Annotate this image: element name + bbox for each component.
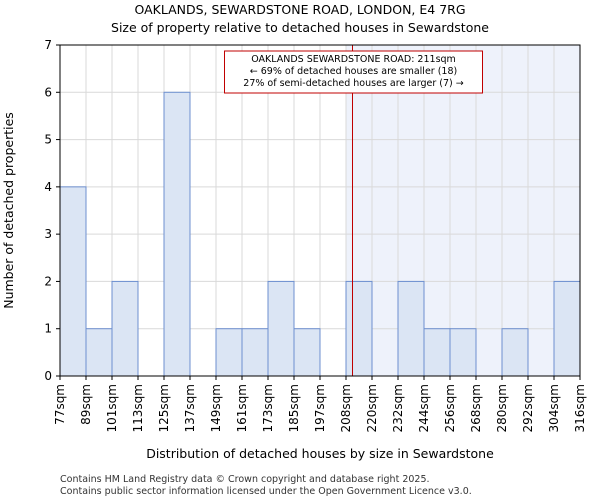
annotation-line-2: ← 69% of detached houses are smaller (18… (250, 66, 457, 77)
highlight-region (346, 45, 580, 376)
x-tick-label: 268sqm (469, 384, 483, 432)
x-axis-label: Distribution of detached houses by size … (146, 446, 494, 461)
x-tick-label: 89sqm (79, 384, 93, 425)
x-tick-label: 304sqm (547, 384, 561, 432)
chart-subtitle: Size of property relative to detached ho… (111, 20, 489, 35)
chart-title: OAKLANDS, SEWARDSTONE ROAD, LONDON, E4 7… (134, 2, 465, 17)
y-axis-ticks: 0 1 2 3 4 5 6 7 (44, 38, 60, 383)
bar-125sqm (163, 91, 191, 377)
bars (59, 91, 581, 377)
bar-232sqm (397, 280, 425, 377)
x-tick-label: 125sqm (157, 384, 171, 432)
y-tick-label: 6 (44, 85, 52, 99)
bar-244sqm (423, 328, 451, 377)
footer-line-1: Contains HM Land Registry data © Crown c… (60, 474, 430, 485)
x-tick-label: 232sqm (391, 384, 405, 432)
x-tick-label: 173sqm (261, 384, 275, 432)
bar-149sqm (215, 328, 243, 377)
bar-280sqm (501, 328, 529, 377)
bar-256sqm (449, 328, 477, 377)
x-tick-label: 113sqm (131, 384, 145, 432)
x-tick-label: 220sqm (365, 384, 379, 432)
annotation-line-3: 27% of semi-detached houses are larger (… (243, 78, 463, 89)
bar-77sqm (59, 186, 87, 377)
y-tick-label: 2 (44, 274, 52, 288)
x-tick-label: 292sqm (521, 384, 535, 432)
footer-line-2: Contains public sector information licen… (60, 486, 472, 497)
y-axis-label: Number of detached properties (1, 112, 16, 309)
y-tick-label: 0 (44, 369, 52, 383)
x-tick-label: 256sqm (443, 384, 457, 432)
y-tick-label: 4 (44, 180, 52, 194)
x-tick-label: 101sqm (105, 384, 119, 432)
x-tick-label: 316sqm (573, 384, 587, 432)
y-tick-label: 3 (44, 227, 52, 241)
x-tick-label: 149sqm (209, 384, 223, 432)
x-tick-label: 280sqm (495, 384, 509, 432)
annotation-line-1: OAKLANDS SEWARDSTONE ROAD: 211sqm (251, 54, 456, 65)
y-tick-label: 5 (44, 133, 52, 147)
x-tick-label: 137sqm (183, 384, 197, 432)
x-tick-label: 244sqm (417, 384, 431, 432)
bar-185sqm (293, 328, 321, 377)
annotation-box (224, 50, 483, 94)
bar-173sqm (267, 280, 295, 377)
bar-161sqm (241, 328, 269, 377)
x-tick-label: 161sqm (235, 384, 249, 432)
x-tick-label: 208sqm (339, 384, 353, 432)
x-tick-label: 185sqm (287, 384, 301, 432)
bar-304sqm (553, 280, 581, 377)
bar-89sqm (85, 328, 113, 377)
y-tick-label: 7 (44, 38, 52, 52)
x-tick-label: 77sqm (53, 384, 67, 425)
bar-101sqm (111, 280, 139, 377)
bar-208sqm (345, 280, 373, 377)
y-tick-label: 1 (44, 322, 52, 336)
x-tick-label: 197sqm (313, 384, 327, 432)
x-axis-ticks: 77sqm 89sqm 101sqm 113sqm 125sqm 137sqm 149sqm… (53, 376, 587, 432)
